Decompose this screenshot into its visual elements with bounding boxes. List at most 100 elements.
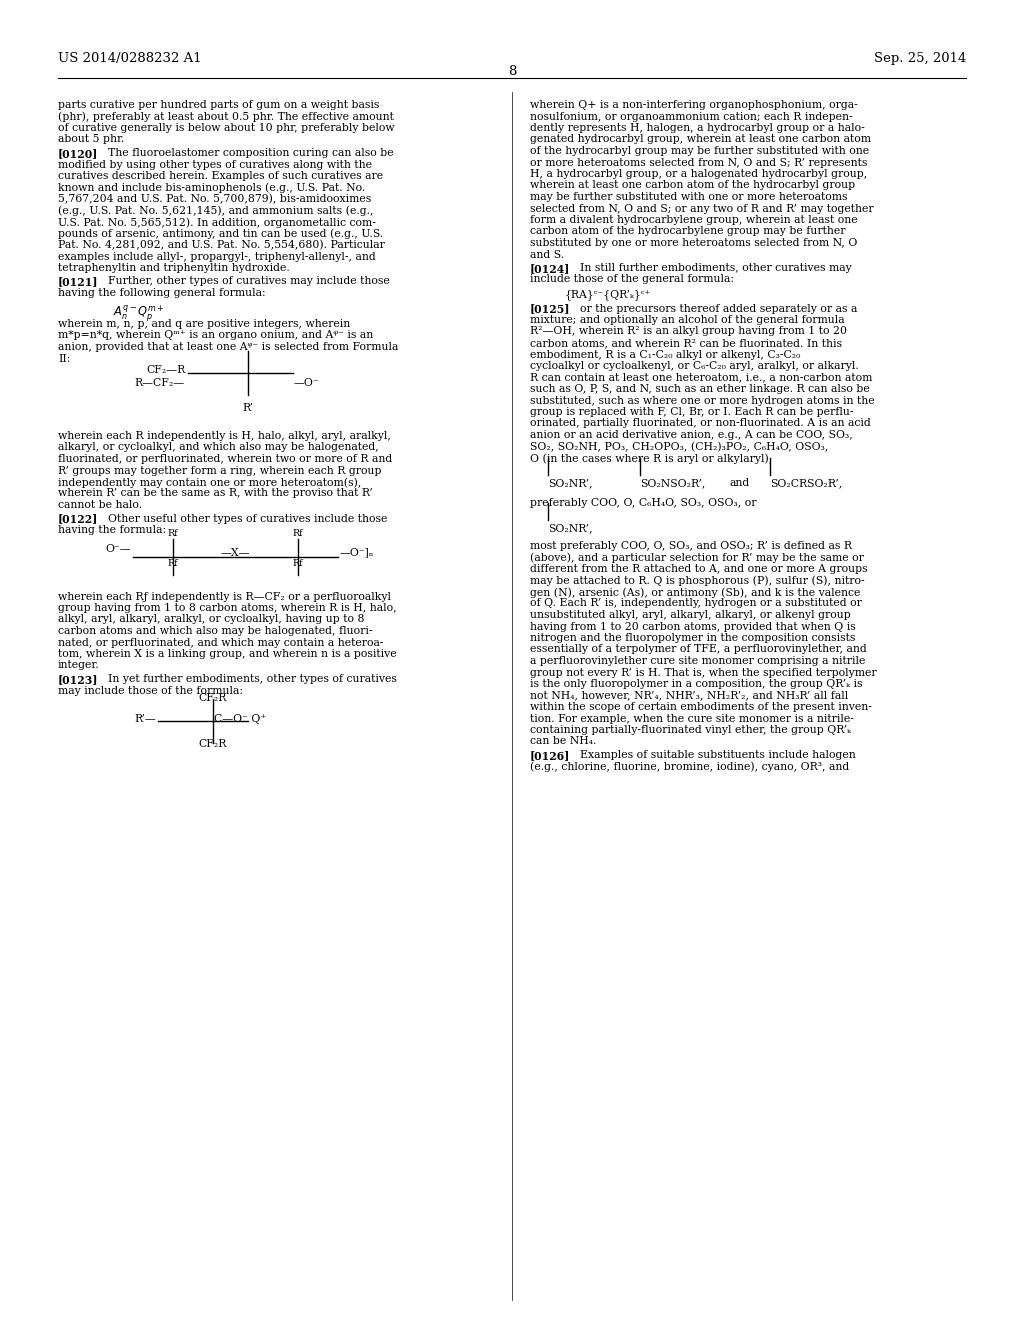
Text: mixture; and optionally an alcohol of the general formula: mixture; and optionally an alcohol of th… (530, 315, 845, 325)
Text: within the scope of certain embodiments of the present inven-: within the scope of certain embodiments … (530, 702, 871, 711)
Text: tetraphenyltin and triphenyltin hydroxide.: tetraphenyltin and triphenyltin hydroxid… (58, 263, 290, 273)
Text: R’ groups may together form a ring, wherein each R group: R’ groups may together form a ring, wher… (58, 466, 382, 475)
Text: curatives described herein. Examples of such curatives are: curatives described herein. Examples of … (58, 172, 383, 181)
Text: having the following general formula:: having the following general formula: (58, 288, 265, 298)
Text: modified by using other types of curatives along with the: modified by using other types of curativ… (58, 160, 372, 169)
Text: include those of the general formula:: include those of the general formula: (530, 275, 734, 285)
Text: (e.g., U.S. Pat. No. 5,621,145), and ammonium salts (e.g.,: (e.g., U.S. Pat. No. 5,621,145), and amm… (58, 206, 374, 216)
Text: or the precursors thereof added separately or as a: or the precursors thereof added separate… (580, 304, 857, 314)
Text: C—O⁻ Q⁺: C—O⁻ Q⁺ (214, 714, 266, 723)
Text: anion or an acid derivative anion, e.g., A can be COO, SO₃,: anion or an acid derivative anion, e.g.,… (530, 430, 853, 440)
Text: Rf: Rf (293, 560, 303, 569)
Text: form a divalent hydrocarbylene group, wherein at least one: form a divalent hydrocarbylene group, wh… (530, 215, 858, 224)
Text: embodiment, R is a C₁-C₂₀ alkyl or alkenyl, C₃-C₂₀: embodiment, R is a C₁-C₂₀ alkyl or alken… (530, 350, 801, 359)
Text: containing partially-fluorinated vinyl ether, the group QR’ₖ: containing partially-fluorinated vinyl e… (530, 725, 851, 735)
Text: (above), and a particular selection for R’ may be the same or: (above), and a particular selection for … (530, 553, 864, 564)
Text: wherein R’ can be the same as R, with the proviso that R’: wherein R’ can be the same as R, with th… (58, 488, 373, 499)
Text: In yet further embodiments, other types of curatives: In yet further embodiments, other types … (108, 675, 397, 684)
Text: m*p=n*q, wherein Qᵐ⁺ is an organo onium, and Aᵠ⁻ is an: m*p=n*q, wherein Qᵐ⁺ is an organo onium,… (58, 330, 374, 341)
Text: substituted by one or more heteroatoms selected from N, O: substituted by one or more heteroatoms s… (530, 238, 857, 248)
Text: known and include bis-aminophenols (e.g., U.S. Pat. No.: known and include bis-aminophenols (e.g.… (58, 182, 366, 193)
Text: substituted, such as where one or more hydrogen atoms in the: substituted, such as where one or more h… (530, 396, 874, 405)
Text: wherein each R independently is H, halo, alkyl, aryl, aralkyl,: wherein each R independently is H, halo,… (58, 432, 391, 441)
Text: nitrogen and the fluoropolymer in the composition consists: nitrogen and the fluoropolymer in the co… (530, 634, 855, 643)
Text: orinated, partially fluorinated, or non-fluorinated. A is an acid: orinated, partially fluorinated, or non-… (530, 418, 870, 429)
Text: carbon atoms, and wherein R² can be fluorinated. In this: carbon atoms, and wherein R² can be fluo… (530, 338, 842, 348)
Text: having the formula:: having the formula: (58, 525, 166, 535)
Text: US 2014/0288232 A1: US 2014/0288232 A1 (58, 51, 202, 65)
Text: Examples of suitable substituents include halogen: Examples of suitable substituents includ… (580, 750, 856, 760)
Text: O⁻—: O⁻— (105, 544, 131, 553)
Text: about 5 phr.: about 5 phr. (58, 135, 124, 144)
Text: alkyl, aryl, alkaryl, aralkyl, or cycloalkyl, having up to 8: alkyl, aryl, alkaryl, aralkyl, or cycloa… (58, 615, 365, 624)
Text: wherein each Rƒ independently is R—CF₂ or a perfluoroalkyl: wherein each Rƒ independently is R—CF₂ o… (58, 591, 391, 602)
Text: having from 1 to 20 carbon atoms, provided that when Q is: having from 1 to 20 carbon atoms, provid… (530, 622, 856, 631)
Text: [0125]: [0125] (530, 304, 570, 314)
Text: $A_{n}^{q-}Q_{p}^{m+}$: $A_{n}^{q-}Q_{p}^{m+}$ (113, 304, 165, 325)
Text: Sep. 25, 2014: Sep. 25, 2014 (873, 51, 966, 65)
Text: (e.g., chlorine, fluorine, bromine, iodine), cyano, OR³, and: (e.g., chlorine, fluorine, bromine, iodi… (530, 762, 849, 772)
Text: examples include allyl-, propargyl-, triphenyl-allenyl-, and: examples include allyl-, propargyl-, tri… (58, 252, 376, 261)
Text: O (in the cases where R is aryl or alkylaryl),: O (in the cases where R is aryl or alkyl… (530, 453, 772, 463)
Text: [0123]: [0123] (58, 675, 98, 685)
Text: nated, or perfluorinated, and which may contain a heteroa-: nated, or perfluorinated, and which may … (58, 638, 384, 648)
Text: —O⁻: —O⁻ (294, 378, 319, 388)
Text: of Q. Each R’ is, independently, hydrogen or a substituted or: of Q. Each R’ is, independently, hydroge… (530, 598, 862, 609)
Text: selected from N, O and S; or any two of R and R’ may together: selected from N, O and S; or any two of … (530, 203, 873, 214)
Text: parts curative per hundred parts of gum on a weight basis: parts curative per hundred parts of gum … (58, 100, 379, 110)
Text: carbon atoms and which also may be halogenated, fluori-: carbon atoms and which also may be halog… (58, 626, 373, 636)
Text: —X—: —X— (220, 548, 250, 557)
Text: may be further substituted with one or more heteroatoms: may be further substituted with one or m… (530, 191, 848, 202)
Text: U.S. Pat. No. 5,565,512). In addition, organometallic com-: U.S. Pat. No. 5,565,512). In addition, o… (58, 216, 376, 227)
Text: cannot be halo.: cannot be halo. (58, 500, 142, 510)
Text: essentially of a terpolymer of TFE, a perfluorovinylether, and: essentially of a terpolymer of TFE, a pe… (530, 644, 866, 655)
Text: R—CF₂—: R—CF₂— (135, 378, 185, 388)
Text: [0124]: [0124] (530, 263, 570, 275)
Text: (phr), preferably at least about 0.5 phr. The effective amount: (phr), preferably at least about 0.5 phr… (58, 111, 394, 121)
Text: genated hydrocarbyl group, wherein at least one carbon atom: genated hydrocarbyl group, wherein at le… (530, 135, 871, 144)
Text: dently represents H, halogen, a hydrocarbyl group or a halo-: dently represents H, halogen, a hydrocar… (530, 123, 864, 133)
Text: SO₂NSO₂R’,: SO₂NSO₂R’, (640, 479, 706, 488)
Text: The fluoroelastomer composition curing can also be: The fluoroelastomer composition curing c… (108, 148, 393, 158)
Text: unsubstituted alkyl, aryl, alkaryl, alkaryl, or alkenyl group: unsubstituted alkyl, aryl, alkaryl, alka… (530, 610, 851, 620)
Text: group is replaced with F, Cl, Br, or I. Each R can be perflu-: group is replaced with F, Cl, Br, or I. … (530, 407, 853, 417)
Text: independently may contain one or more heteroatom(s),: independently may contain one or more he… (58, 477, 361, 487)
Text: R’: R’ (243, 403, 253, 413)
Text: alkaryl, or cycloalkyl, and which also may be halogenated,: alkaryl, or cycloalkyl, and which also m… (58, 442, 379, 453)
Text: most preferably COO, O, SO₃, and OSO₃; R’ is defined as R: most preferably COO, O, SO₃, and OSO₃; R… (530, 541, 852, 550)
Text: Rf: Rf (168, 560, 178, 569)
Text: R’—: R’— (134, 714, 156, 723)
Text: carbon atom of the hydrocarbylene group may be further: carbon atom of the hydrocarbylene group … (530, 227, 846, 236)
Text: wherein at least one carbon atom of the hydrocarbyl group: wherein at least one carbon atom of the … (530, 181, 855, 190)
Text: gen (N), arsenic (As), or antimony (Sb), and k is the valence: gen (N), arsenic (As), or antimony (Sb),… (530, 587, 860, 598)
Text: or more heteroatoms selected from N, O and S; R’ represents: or more heteroatoms selected from N, O a… (530, 157, 867, 168)
Text: wherein Q+ is a non-interfering organophosphonium, orga-: wherein Q+ is a non-interfering organoph… (530, 100, 858, 110)
Text: R²—OH, wherein R² is an alkyl group having from 1 to 20: R²—OH, wherein R² is an alkyl group havi… (530, 326, 847, 337)
Text: and S.: and S. (530, 249, 564, 260)
Text: CF₂R: CF₂R (199, 739, 227, 748)
Text: and: and (730, 479, 751, 488)
Text: —O⁻]ₙ: —O⁻]ₙ (340, 548, 375, 557)
Text: R can contain at least one heteroatom, i.e., a non-carbon atom: R can contain at least one heteroatom, i… (530, 372, 872, 383)
Text: Further, other types of curatives may include those: Further, other types of curatives may in… (108, 276, 390, 286)
Text: H, a hydrocarbyl group, or a halogenated hydrocarbyl group,: H, a hydrocarbyl group, or a halogenated… (530, 169, 867, 180)
Text: a perfluorovinylether cure site monomer comprising a nitrile: a perfluorovinylether cure site monomer … (530, 656, 865, 667)
Text: tion. For example, when the cure site monomer is a nitrile-: tion. For example, when the cure site mo… (530, 714, 854, 723)
Text: anion, provided that at least one Aᵠ⁻ is selected from Formula: anion, provided that at least one Aᵠ⁻ is… (58, 342, 398, 352)
Text: wherein m, n, p, and q are positive integers, wherein: wherein m, n, p, and q are positive inte… (58, 319, 350, 329)
Text: Pat. No. 4,281,092, and U.S. Pat. No. 5,554,680). Particular: Pat. No. 4,281,092, and U.S. Pat. No. 5,… (58, 240, 385, 251)
Text: pounds of arsenic, antimony, and tin can be used (e.g., U.S.: pounds of arsenic, antimony, and tin can… (58, 228, 383, 239)
Text: not NH₄, however, NR’₄, NHR’₃, NH₂R’₂, and NH₃R’ all fall: not NH₄, however, NR’₄, NHR’₃, NH₂R’₂, a… (530, 690, 848, 701)
Text: SO₂CRSO₂R’,: SO₂CRSO₂R’, (770, 479, 843, 488)
Text: cycloalkyl or cycloalkenyl, or C₆-C₂₀ aryl, aralkyl, or alkaryl.: cycloalkyl or cycloalkenyl, or C₆-C₂₀ ar… (530, 360, 859, 371)
Text: CF₂R: CF₂R (199, 693, 227, 704)
Text: can be NH₄.: can be NH₄. (530, 737, 596, 747)
Text: such as O, P, S, and N, such as an ether linkage. R can also be: such as O, P, S, and N, such as an ether… (530, 384, 869, 393)
Text: 5,767,204 and U.S. Pat. No. 5,700,879), bis-amidooximes: 5,767,204 and U.S. Pat. No. 5,700,879), … (58, 194, 372, 205)
Text: Rf: Rf (168, 529, 178, 539)
Text: CF₂—R: CF₂—R (146, 366, 186, 375)
Text: different from the R attached to A, and one or more A groups: different from the R attached to A, and … (530, 564, 867, 574)
Text: II:: II: (58, 354, 71, 363)
Text: SO₂NR’,: SO₂NR’, (548, 479, 593, 488)
Text: 8: 8 (508, 65, 516, 78)
